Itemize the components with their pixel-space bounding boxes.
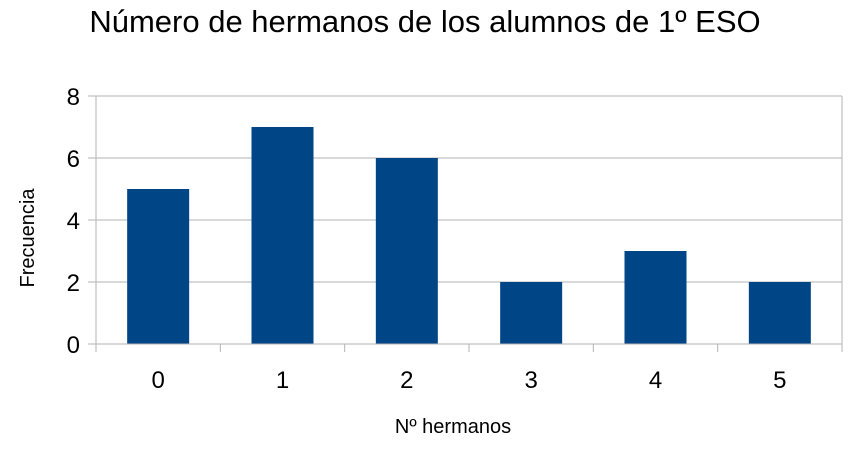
- x-tick-label: 4: [649, 367, 662, 394]
- x-tick-label: 0: [151, 367, 164, 394]
- x-axis-title: Nº hermanos: [395, 416, 511, 438]
- bar: [748, 282, 811, 344]
- bar: [500, 282, 563, 344]
- y-tick-label: 2: [67, 270, 80, 297]
- y-tick-label: 4: [67, 208, 80, 235]
- axes: [88, 95, 843, 352]
- y-tick-label: 8: [67, 84, 80, 111]
- y-axis-ticks: 0 2 4 6 8: [67, 84, 80, 359]
- x-tick-label: 3: [524, 367, 537, 394]
- x-tick-label: 1: [276, 367, 289, 394]
- chart-title: Número de hermanos de los alumnos de 1º …: [89, 4, 760, 39]
- y-tick-label: 6: [67, 146, 80, 173]
- x-axis-ticks: 0 1 2 3 4 5: [151, 367, 786, 394]
- y-axis-title: Frecuencia: [17, 188, 39, 288]
- bar: [251, 127, 314, 344]
- y-tick-label: 0: [67, 332, 80, 359]
- grid-lines: [96, 95, 842, 283]
- x-tick-label: 5: [773, 367, 786, 394]
- bar: [127, 189, 190, 344]
- bar: [624, 251, 687, 344]
- bar: [375, 158, 438, 344]
- x-tick-label: 2: [400, 367, 413, 394]
- bars: [127, 127, 811, 344]
